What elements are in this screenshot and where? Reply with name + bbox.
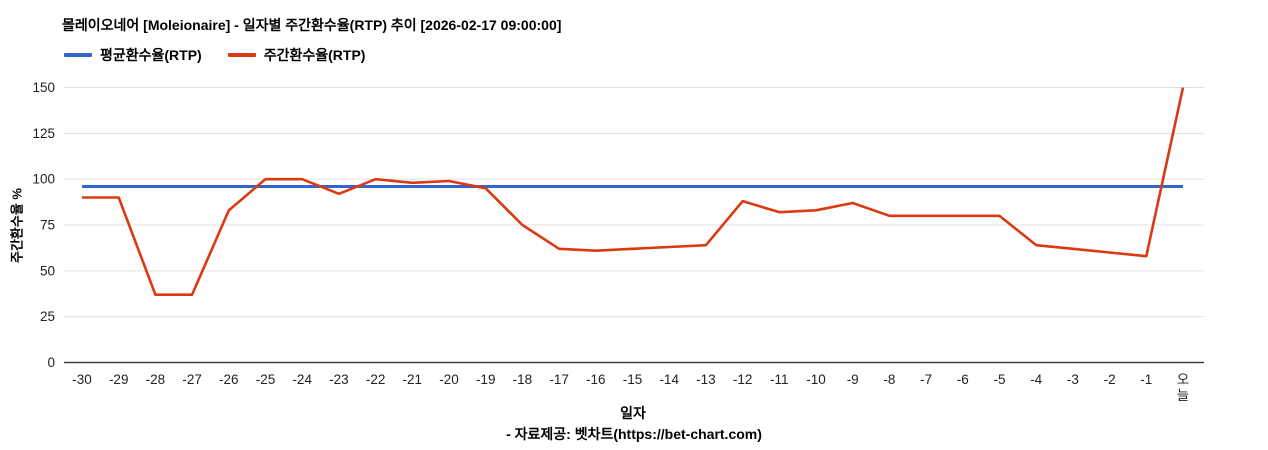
x-tick-label--7: -7 — [920, 372, 932, 387]
x-tick-label--14: -14 — [659, 372, 679, 387]
x-tick-label--29: -29 — [109, 372, 129, 387]
y-tick-label-150: 150 — [32, 80, 55, 95]
y-tick-label-75: 75 — [40, 218, 55, 233]
chart-title: 몰레이오네어 [Moleionaire] - 일자별 주간환수율(RTP) 추이… — [62, 17, 562, 33]
x-tick-label--26: -26 — [219, 372, 239, 387]
x-tick-label--17: -17 — [549, 372, 569, 387]
x-tick-label--12: -12 — [733, 372, 753, 387]
x-tick-label--11: -11 — [770, 372, 789, 387]
x-tick-label--28: -28 — [146, 372, 166, 387]
legend-label-average: 평균환수율(RTP) — [100, 47, 202, 63]
x-tick-label--20: -20 — [439, 372, 459, 387]
x-tick-label--6: -6 — [957, 372, 969, 387]
weekly-rtp-line[interactable] — [82, 87, 1185, 296]
legend-line-swatch-average — [64, 53, 92, 57]
x-tick-label--8: -8 — [883, 372, 895, 387]
y-tick-label-50: 50 — [40, 263, 55, 278]
x-tick-label--15: -15 — [623, 372, 643, 387]
x-tick-label--2: -2 — [1104, 372, 1116, 387]
legend-item-weekly-rtp: 주간환수율(RTP) — [227, 45, 366, 65]
legend: 평균환수율(RTP) 주간환수율(RTP) — [64, 45, 365, 65]
x-tick-label--9: -9 — [847, 372, 859, 387]
x-tick-label--27: -27 — [182, 372, 202, 387]
x-tick-label--22: -22 — [366, 372, 386, 387]
y-tick-label-125: 125 — [32, 126, 55, 141]
legend-line-swatch-weekly — [227, 53, 256, 57]
x-tick-label--13: -13 — [696, 372, 716, 387]
legend-label-weekly: 주간환수율(RTP) — [263, 47, 366, 63]
x-tick-label--21: -21 — [403, 372, 423, 387]
x-tick-label--30: -30 — [72, 372, 92, 387]
x-tick-label--23: -23 — [329, 372, 349, 387]
x-tick-label--4: -4 — [1030, 372, 1042, 387]
x-tick-label--24: -24 — [292, 372, 312, 387]
x-tick-label--16: -16 — [586, 372, 606, 387]
x-tick-label--3: -3 — [1067, 372, 1079, 387]
y-tick-label-25: 25 — [40, 309, 55, 324]
x-axis-title: 일자 — [620, 405, 646, 421]
y-tick-label-0: 0 — [47, 355, 55, 370]
x-tick-label--5: -5 — [993, 372, 1005, 387]
source-credit: - 자료제공: 벳차트(https://bet-chart.com) — [506, 426, 762, 442]
x-tick-label--18: -18 — [513, 372, 533, 387]
x-tick-label--10: -10 — [806, 372, 826, 387]
x-tick-label--1: -1 — [1140, 372, 1152, 387]
y-tick-label-100: 100 — [32, 172, 55, 187]
x-tick-label--25: -25 — [256, 372, 276, 387]
x-tick-label--19: -19 — [476, 372, 496, 387]
legend-item-average-rtp: 평균환수율(RTP) — [64, 45, 202, 65]
